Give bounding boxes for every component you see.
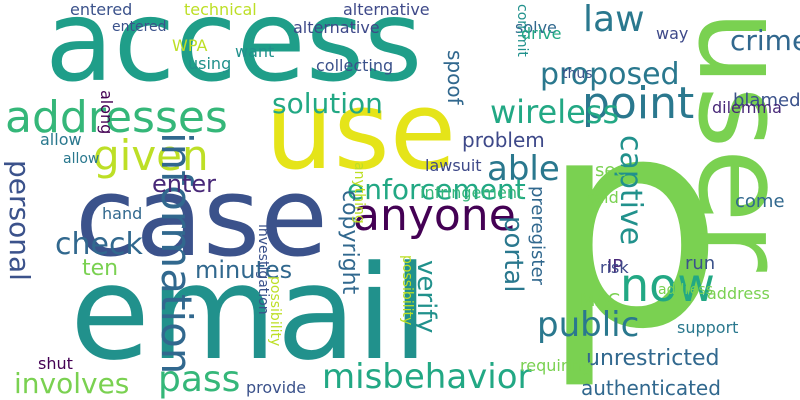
word: addresses [5, 92, 228, 143]
word: authenticated [581, 376, 721, 400]
word: entered [70, 0, 133, 19]
word: thus [562, 66, 593, 82]
word: pass [158, 359, 241, 400]
word: dilemma [712, 98, 782, 117]
word: able [487, 149, 560, 189]
word: preregister [527, 186, 548, 285]
word: commit [514, 4, 530, 57]
word: said [586, 188, 619, 207]
word: address [658, 282, 714, 298]
word: address [707, 284, 770, 303]
word: copyright [337, 190, 362, 295]
word: check [55, 227, 143, 262]
word: personal [3, 160, 36, 281]
word: lawsuit [425, 156, 482, 175]
word: technical [184, 0, 257, 19]
word: given [93, 131, 209, 180]
word: enforcement [347, 173, 526, 206]
word: support [677, 318, 739, 337]
word: provide [246, 378, 307, 397]
word: infringement [420, 183, 524, 202]
word: law [583, 0, 645, 40]
word: access [45, 0, 423, 107]
word: user [671, 10, 800, 272]
word: alternative [343, 0, 430, 19]
word: point [582, 78, 695, 129]
word: blamed [733, 90, 800, 111]
word: entered [112, 19, 167, 35]
word: hand [102, 204, 143, 223]
word: possibility [399, 255, 415, 326]
word: public [537, 305, 640, 345]
word: captive [613, 135, 648, 246]
word: proposed [540, 57, 680, 92]
word: allow [63, 151, 100, 167]
word: want [235, 42, 275, 61]
word: possibility [267, 276, 283, 347]
word: see [595, 160, 627, 181]
word: portal [498, 216, 528, 293]
word: anyone [353, 190, 516, 241]
word: misbehavior [322, 357, 532, 397]
word: anything [351, 162, 367, 224]
word: ten [82, 256, 119, 281]
word: information [152, 132, 201, 375]
word: enter [152, 170, 217, 198]
word: risk [600, 258, 629, 277]
word: come [735, 191, 785, 212]
word: solution [272, 87, 383, 120]
word: shut [38, 354, 73, 373]
word: spoof [443, 50, 467, 105]
word: requiring [520, 356, 593, 375]
word: minutes [195, 256, 293, 284]
word: IP [607, 256, 624, 277]
word: run [685, 253, 716, 274]
word: problem [462, 128, 545, 152]
word: collecting [316, 56, 394, 75]
word: involves [14, 367, 130, 400]
word: p [540, 56, 725, 393]
word: MAC [580, 290, 621, 311]
word: solve [515, 18, 557, 37]
word: case [75, 153, 328, 281]
word: way [656, 24, 689, 43]
word: use [265, 69, 457, 194]
word: along [97, 90, 116, 135]
word: wireless [490, 93, 620, 131]
word: unrestricted [586, 346, 720, 371]
word: drive [521, 24, 562, 43]
word: using [188, 54, 232, 73]
word: investigation [255, 224, 271, 315]
word: verify [411, 260, 441, 334]
word: email [70, 237, 429, 389]
word: now [620, 258, 715, 312]
word: WPA [172, 36, 208, 55]
word: allow [40, 130, 82, 149]
word: alternative [293, 18, 380, 37]
